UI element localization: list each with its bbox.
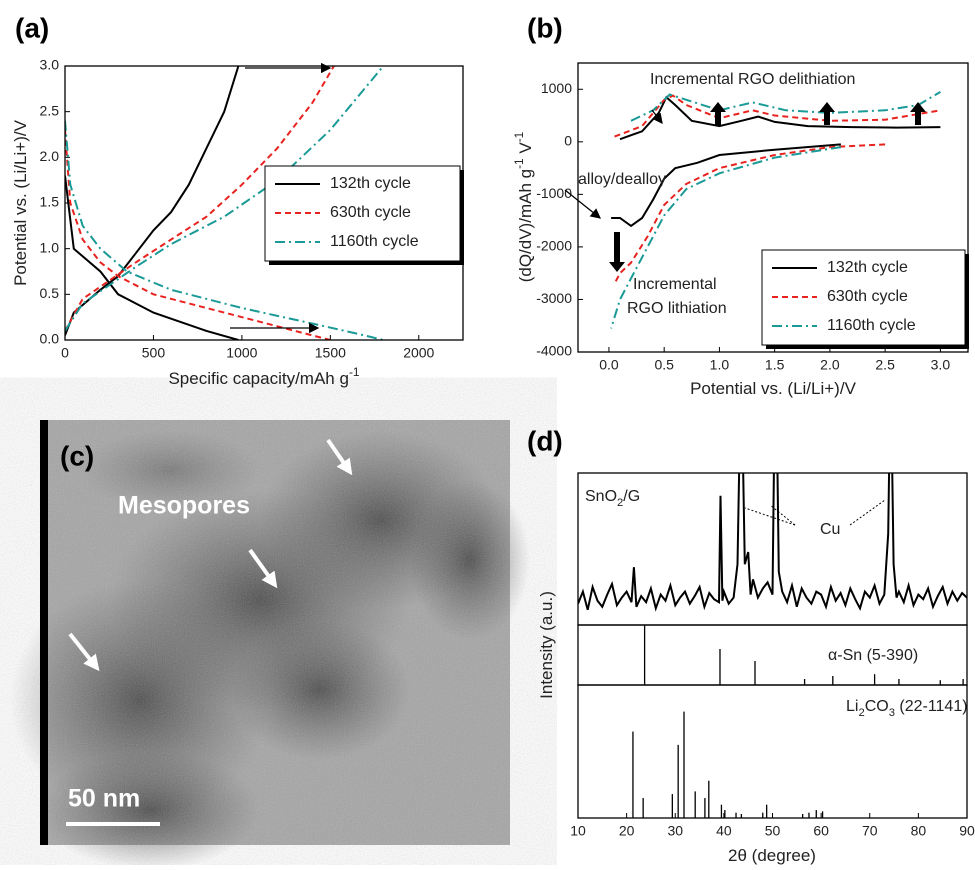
x-tick-label: 1.0 bbox=[710, 357, 730, 373]
y-axis-label-part: -1 bbox=[512, 158, 526, 169]
x-tick-label: 60 bbox=[813, 823, 829, 839]
x-tick-label: 40 bbox=[716, 823, 732, 839]
x-tick-label: 90 bbox=[959, 823, 975, 839]
legend-label: 630th cycle bbox=[827, 288, 908, 305]
annotation: Li2CO3 (22-1141) bbox=[846, 698, 968, 719]
thick-arrow-head bbox=[910, 102, 926, 112]
x-tick-label: 0 bbox=[61, 345, 69, 361]
x-axis-label: Specific capacity/mAh g-1 bbox=[168, 365, 359, 388]
annotation-part: Li bbox=[846, 698, 858, 715]
annotation: Incremental bbox=[633, 276, 717, 293]
y-axis-label: Potential vs. (Li/Li+)/V bbox=[11, 119, 30, 285]
legend-label: 1160th cycle bbox=[330, 233, 419, 250]
leader bbox=[849, 499, 886, 526]
annotation-part: /G bbox=[623, 488, 640, 505]
annotation-part: (22-1141) bbox=[895, 698, 968, 715]
data-line bbox=[610, 91, 941, 329]
arrow bbox=[564, 189, 602, 219]
annotation-part: 2 bbox=[617, 497, 623, 509]
leader bbox=[744, 507, 796, 526]
x-tick-label: 80 bbox=[911, 823, 927, 839]
y-tick-label: 1.5 bbox=[40, 194, 60, 210]
arrow bbox=[651, 109, 663, 125]
panel-label: (b) bbox=[527, 12, 563, 43]
x-tick-label: 1000 bbox=[226, 345, 257, 361]
x-axis-label: 2θ (degree) bbox=[728, 846, 816, 865]
x-axis-label-part: Specific capacity/mAh g bbox=[168, 369, 348, 388]
x-tick-label: 3.0 bbox=[931, 357, 951, 373]
y-axis-label: Intensity (a.u.) bbox=[537, 591, 556, 699]
y-tick-label: 0 bbox=[564, 133, 572, 149]
y-axis-label-part: Intensity (a.u.) bbox=[537, 591, 556, 699]
x-tick-label: 500 bbox=[142, 345, 166, 361]
x-tick-label: 2.0 bbox=[820, 357, 840, 373]
y-tick-label: -3000 bbox=[536, 290, 572, 306]
annotation: α-Sn (5-390) bbox=[828, 647, 918, 664]
x-tick-label: 20 bbox=[619, 823, 635, 839]
annotation-part: 3 bbox=[889, 707, 895, 719]
data-line bbox=[65, 66, 335, 340]
image-annotation: Mesopores bbox=[118, 492, 250, 520]
x-tick-label: 1.5 bbox=[765, 357, 785, 373]
x-tick-label: 50 bbox=[765, 823, 781, 839]
y-tick-label: -2000 bbox=[536, 238, 572, 254]
y-tick-label: -1000 bbox=[536, 185, 572, 201]
y-tick-label: -4000 bbox=[536, 343, 572, 359]
y-tick-label: 1000 bbox=[541, 80, 572, 96]
annotation: SnO2/G bbox=[585, 488, 640, 509]
annotation-part: SnO bbox=[585, 488, 617, 505]
annotation: Incremental RGO delithiation bbox=[650, 71, 855, 88]
y-axis-label-part: Potential vs. (Li/Li+)/V bbox=[11, 119, 30, 285]
x-tick-label: 0.0 bbox=[599, 357, 619, 373]
tem-image: (c) Mesopores 50 nm bbox=[10, 420, 530, 870]
y-axis-label-part: (dQ/dV)/mAh g bbox=[516, 169, 535, 282]
y-axis-label: (dQ/dV)/mAh g-1 V-1 bbox=[512, 131, 535, 282]
y-tick-label: 2.5 bbox=[40, 102, 60, 118]
thick-arrow-head bbox=[609, 262, 625, 272]
x-tick-label: 0.5 bbox=[654, 357, 674, 373]
annotation-part: CO bbox=[865, 698, 889, 715]
annotation-part: 2 bbox=[858, 707, 864, 719]
data-line bbox=[611, 95, 941, 228]
data-line bbox=[65, 66, 385, 340]
x-tick-label: 2.5 bbox=[875, 357, 895, 373]
x-tick-label: 10 bbox=[570, 823, 586, 839]
panel-label: (c) bbox=[60, 440, 94, 471]
y-axis-label-part: V bbox=[516, 142, 535, 159]
legend-label: 630th cycle bbox=[330, 204, 411, 221]
x-tick-label: 1500 bbox=[315, 345, 346, 361]
x-axis-label-part: 2θ (degree) bbox=[728, 846, 816, 865]
y-tick-label: 2.0 bbox=[40, 148, 60, 164]
x-tick-label: 30 bbox=[667, 823, 683, 839]
annotation: alloy/dealloy bbox=[578, 171, 666, 188]
x-tick-label: 2000 bbox=[403, 345, 434, 361]
annotation: Cu bbox=[820, 521, 840, 538]
panel-label: (a) bbox=[15, 12, 49, 43]
thick-arrow-head bbox=[710, 102, 726, 112]
legend-label: 132th cycle bbox=[330, 175, 411, 192]
data-line bbox=[578, 473, 967, 612]
x-axis-label-part: Potential vs. (Li/Li+)/V bbox=[690, 379, 856, 398]
legend-label: 132th cycle bbox=[827, 259, 908, 276]
panel-label: (d) bbox=[527, 425, 563, 456]
plot-frame bbox=[577, 62, 969, 353]
x-axis-label: Potential vs. (Li/Li+)/V bbox=[690, 379, 856, 398]
plot-frame bbox=[577, 684, 968, 819]
leader bbox=[769, 504, 796, 526]
thick-arrow-head bbox=[819, 102, 835, 112]
y-axis-label-part: -1 bbox=[512, 131, 526, 142]
legend-label: 1160th cycle bbox=[827, 317, 916, 334]
x-tick-label: 70 bbox=[862, 823, 878, 839]
y-tick-label: 0.0 bbox=[40, 331, 60, 347]
annotation: RGO lithiation bbox=[627, 300, 727, 317]
y-tick-label: 0.5 bbox=[40, 285, 60, 301]
y-tick-label: 3.0 bbox=[40, 57, 60, 73]
scale-bar-label: 50 nm bbox=[68, 785, 140, 813]
x-axis-label-part: -1 bbox=[349, 365, 360, 379]
y-tick-label: 1.0 bbox=[40, 239, 60, 255]
